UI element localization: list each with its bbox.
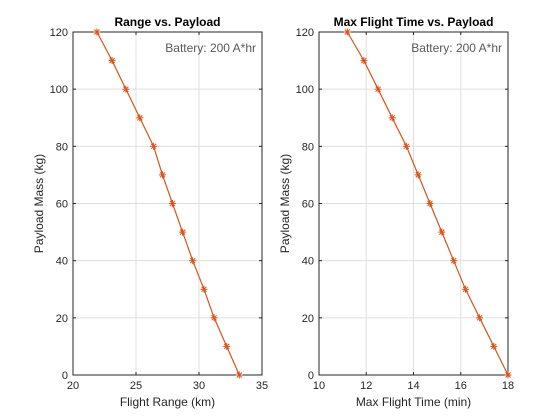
y-axis-label: Payload Mass (kg)	[32, 154, 46, 253]
data-point	[426, 200, 434, 207]
x-axis-label: Max Flight Time (min)	[356, 395, 471, 409]
x-axis-label: Flight Range (km)	[120, 395, 215, 409]
data-point	[108, 57, 116, 65]
data-point	[476, 314, 484, 322]
y-axis-label: Payload Mass (kg)	[278, 154, 292, 253]
data-point	[159, 171, 166, 179]
y-tick-label: 0	[308, 370, 314, 382]
y-tick-label: 40	[56, 256, 68, 268]
data-point	[223, 342, 231, 350]
y-tick-label: 60	[302, 199, 314, 211]
y-tick-label: 80	[56, 141, 68, 153]
data-point	[150, 142, 158, 150]
x-tick-label: 20	[67, 380, 79, 392]
x-tick-label: 30	[193, 380, 205, 392]
y-tick-label: 40	[302, 256, 314, 268]
data-point	[374, 85, 382, 93]
data-point	[504, 371, 512, 379]
y-tick-label: 120	[50, 27, 68, 39]
x-tick-label: 35	[256, 380, 268, 392]
x-tick-label: 14	[407, 380, 419, 392]
x-tick-label: 10	[313, 380, 325, 392]
data-point	[450, 257, 458, 265]
data-point	[438, 228, 446, 236]
data-point	[402, 142, 410, 150]
data-point	[200, 285, 208, 293]
y-tick-label: 100	[50, 84, 68, 96]
chart-2: 10 12 14 16 18 0 20 40 60 80 100 120 Max Flight Time…	[278, 15, 514, 409]
data-point	[179, 228, 187, 236]
chart-title: Range vs. Payload	[114, 15, 220, 29]
data-point	[169, 200, 176, 207]
data-point	[360, 57, 368, 65]
x-tick-label: 18	[502, 380, 514, 392]
y-tick-label: 60	[56, 199, 68, 211]
y-tick-label: 120	[296, 27, 314, 39]
battery-annotation: Battery: 200 A*hr	[165, 41, 256, 55]
data-point	[462, 285, 469, 293]
chart-title: Max Flight Time vs. Payload	[334, 15, 494, 29]
x-tick-label: 16	[455, 380, 467, 392]
data-point	[490, 342, 498, 350]
data-point	[388, 114, 396, 122]
x-tick-label: 12	[360, 380, 372, 392]
data-point	[343, 28, 351, 36]
data-point	[136, 114, 144, 122]
data-point	[414, 171, 422, 179]
data-point	[122, 85, 130, 93]
battery-annotation: Battery: 200 A*hr	[411, 41, 502, 55]
y-tick-label: 0	[62, 370, 68, 382]
data-point	[210, 314, 218, 322]
y-tick-label: 20	[56, 313, 68, 325]
data-point	[93, 28, 101, 36]
y-tick-label: 20	[302, 313, 314, 325]
data-point	[235, 371, 243, 379]
y-tick-label: 80	[302, 141, 314, 153]
data-point	[189, 257, 197, 265]
y-tick-label: 100	[296, 84, 314, 96]
x-tick-label: 25	[130, 380, 142, 392]
